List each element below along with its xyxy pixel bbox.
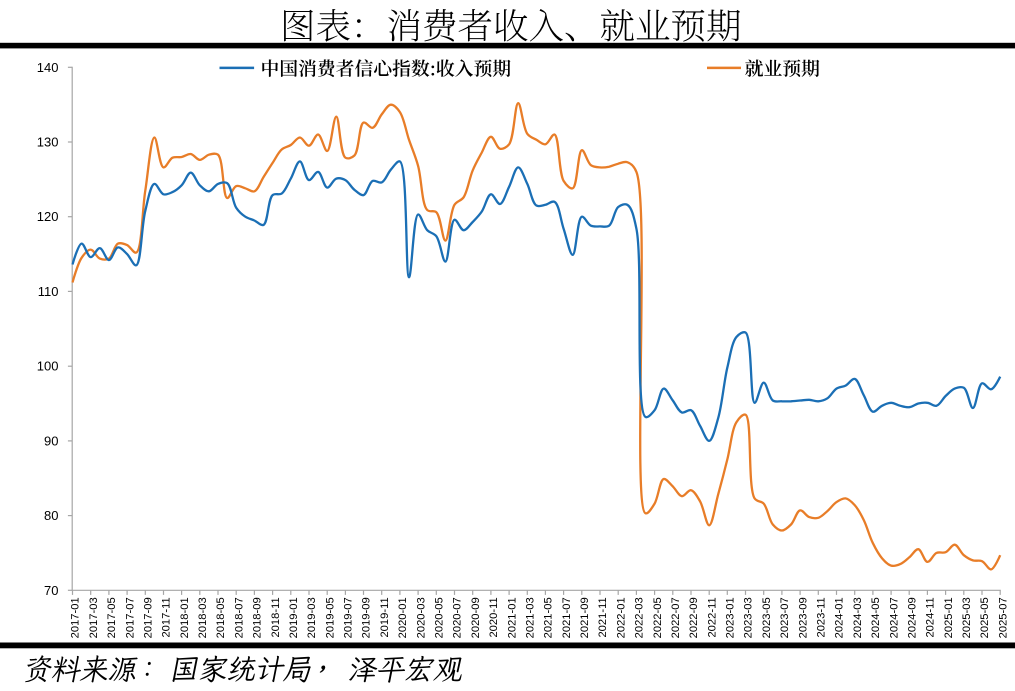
svg-text:2018-11: 2018-11 <box>270 597 282 637</box>
svg-text:2020-01: 2020-01 <box>397 597 409 638</box>
svg-text:2025-07: 2025-07 <box>997 597 1009 638</box>
svg-text:2019-03: 2019-03 <box>306 597 318 638</box>
svg-text:2024-03: 2024-03 <box>852 597 864 638</box>
svg-text:70: 70 <box>44 583 58 598</box>
svg-text:2018-05: 2018-05 <box>215 597 227 638</box>
svg-text:100: 100 <box>37 359 59 374</box>
svg-text:2017-11: 2017-11 <box>161 597 173 637</box>
svg-text:2023-09: 2023-09 <box>797 597 809 638</box>
svg-text:2022-07: 2022-07 <box>670 597 682 638</box>
svg-text:2020-07: 2020-07 <box>452 597 464 638</box>
svg-text:2018-03: 2018-03 <box>197 597 209 638</box>
svg-text:2019-01: 2019-01 <box>288 597 300 638</box>
svg-text:110: 110 <box>38 284 59 299</box>
svg-text:2022-03: 2022-03 <box>634 597 646 638</box>
svg-text:2023-03: 2023-03 <box>743 597 755 638</box>
svg-text:2021-09: 2021-09 <box>579 597 591 638</box>
svg-text:2024-09: 2024-09 <box>906 597 918 638</box>
svg-text:2021-11: 2021-11 <box>597 597 609 637</box>
svg-text:2021-03: 2021-03 <box>525 597 537 638</box>
svg-text:2018-09: 2018-09 <box>252 597 264 638</box>
svg-text:80: 80 <box>44 508 58 523</box>
svg-text:2019-09: 2019-09 <box>361 597 373 638</box>
svg-text:2018-07: 2018-07 <box>233 597 245 638</box>
svg-text:2021-01: 2021-01 <box>506 597 518 638</box>
svg-text:2018-01: 2018-01 <box>179 597 191 638</box>
svg-text:2017-09: 2017-09 <box>143 597 155 638</box>
svg-text:2023-05: 2023-05 <box>761 597 773 638</box>
svg-text:2025-03: 2025-03 <box>961 597 973 638</box>
svg-text:2022-05: 2022-05 <box>652 597 664 638</box>
svg-text:2025-05: 2025-05 <box>979 597 991 638</box>
svg-text:2025-01: 2025-01 <box>943 597 955 638</box>
svg-text:2021-07: 2021-07 <box>561 597 573 638</box>
svg-text:130: 130 <box>37 135 59 150</box>
svg-text:140: 140 <box>37 60 59 75</box>
svg-text:2017-07: 2017-07 <box>124 597 136 638</box>
svg-text:2020-09: 2020-09 <box>470 597 482 638</box>
svg-text:2023-11: 2023-11 <box>816 597 828 637</box>
svg-text:2021-05: 2021-05 <box>543 597 555 638</box>
svg-text:2020-05: 2020-05 <box>434 597 446 638</box>
svg-text:2024-07: 2024-07 <box>888 597 900 638</box>
svg-text:2017-03: 2017-03 <box>88 597 100 638</box>
svg-text:120: 120 <box>37 209 59 224</box>
svg-text:2017-05: 2017-05 <box>106 597 118 638</box>
svg-text:2022-11: 2022-11 <box>706 597 718 637</box>
svg-text:2024-05: 2024-05 <box>870 597 882 638</box>
svg-text:2019-11: 2019-11 <box>379 597 391 637</box>
svg-text:90: 90 <box>44 433 58 448</box>
svg-text:2023-07: 2023-07 <box>779 597 791 638</box>
svg-text:2022-09: 2022-09 <box>688 597 700 638</box>
svg-text:2023-01: 2023-01 <box>725 597 737 638</box>
svg-text:2017-01: 2017-01 <box>70 597 82 638</box>
svg-text:2019-07: 2019-07 <box>343 597 355 638</box>
svg-text:2020-03: 2020-03 <box>415 597 427 638</box>
svg-text:2024-11: 2024-11 <box>925 597 937 637</box>
svg-text:2022-01: 2022-01 <box>615 597 627 638</box>
svg-text:2020-11: 2020-11 <box>488 597 500 637</box>
svg-text:2019-05: 2019-05 <box>324 597 336 638</box>
svg-text:2024-01: 2024-01 <box>834 597 846 638</box>
